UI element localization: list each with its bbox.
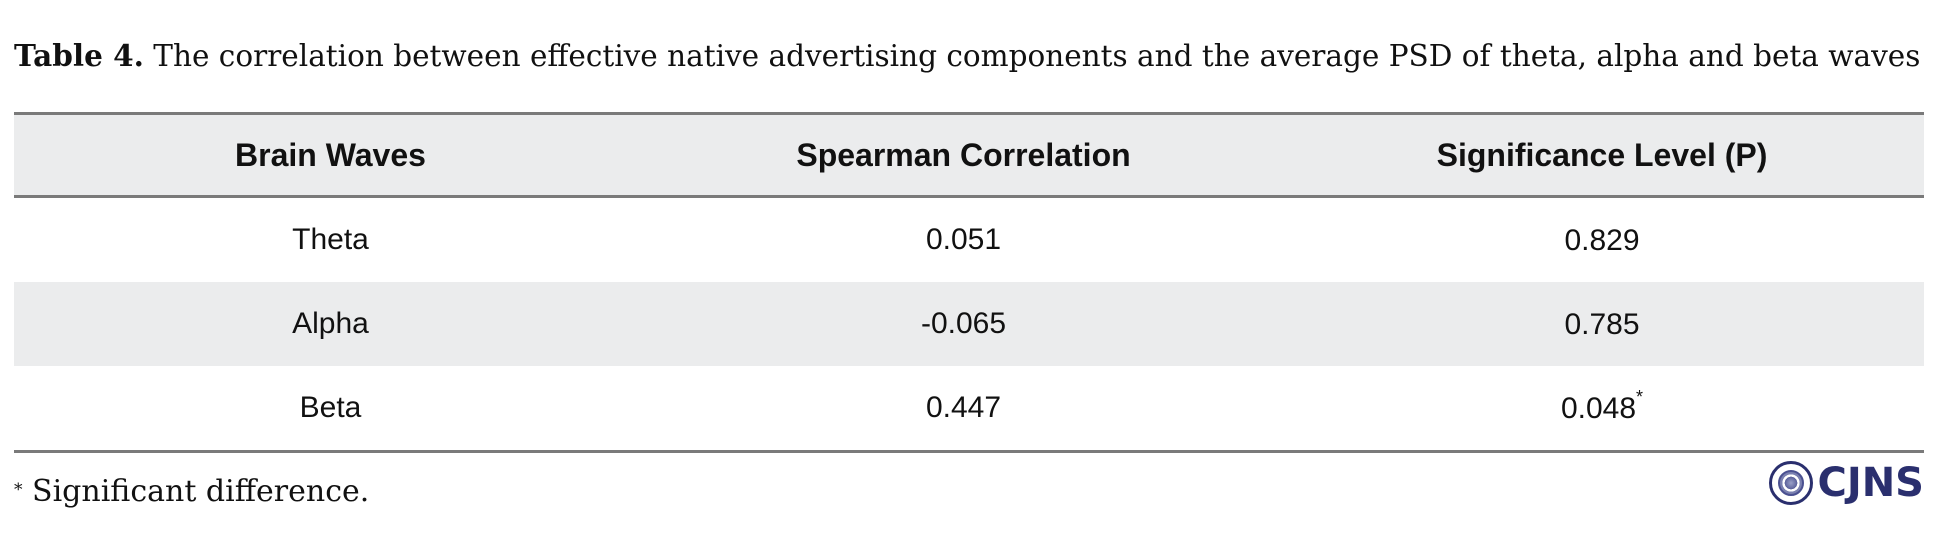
header-spearman-correlation: Spearman Correlation [796, 136, 1131, 173]
cell-wave: Beta [299, 391, 362, 424]
significance-mark: * [1636, 386, 1644, 407]
header-significance-level: Significance Level (P) [1436, 136, 1768, 173]
cell-p: 0.048* [1280, 366, 1924, 452]
journal-logo-text: CJNS [1817, 460, 1924, 506]
journal-seal-icon [1769, 461, 1814, 505]
cell-p-value: 0.048 [1560, 391, 1637, 425]
table-footnote: * Significant difference. [14, 472, 369, 512]
table-row: Beta 0.447 0.048* [14, 366, 1924, 452]
footnote-mark: * [14, 480, 23, 500]
header-brain-waves: Brain Waves [235, 136, 426, 173]
cell-p-value: 0.785 [1564, 307, 1640, 341]
cell-p-value: 0.829 [1564, 223, 1640, 257]
table-label: Table 4. [14, 38, 144, 73]
data-table-container: Brain Waves Spearman Correlation Signifi… [14, 112, 1924, 453]
cell-correlation: 0.447 [925, 391, 1002, 424]
cell-wave: Alpha [292, 307, 369, 340]
cell-p: 0.829 [1280, 197, 1924, 283]
cell-wave: Theta [292, 223, 369, 256]
cell-p: 0.785 [1280, 282, 1924, 366]
table-caption-text: The correlation between effective native… [143, 39, 1921, 73]
footnote-text: Significant difference. [22, 474, 370, 509]
data-table: Brain Waves Spearman Correlation Signifi… [14, 112, 1924, 453]
table-row: Alpha -0.065 0.785 [14, 282, 1924, 366]
journal-logo: CJNS [1769, 458, 1924, 508]
cell-correlation: -0.065 [920, 307, 1007, 340]
cell-correlation: 0.051 [925, 223, 1002, 256]
table-caption: Table 4. The correlation between effecti… [14, 36, 1924, 76]
table-header-row: Brain Waves Spearman Correlation Signifi… [14, 113, 1924, 197]
table-row: Theta 0.051 0.829 [14, 197, 1924, 283]
